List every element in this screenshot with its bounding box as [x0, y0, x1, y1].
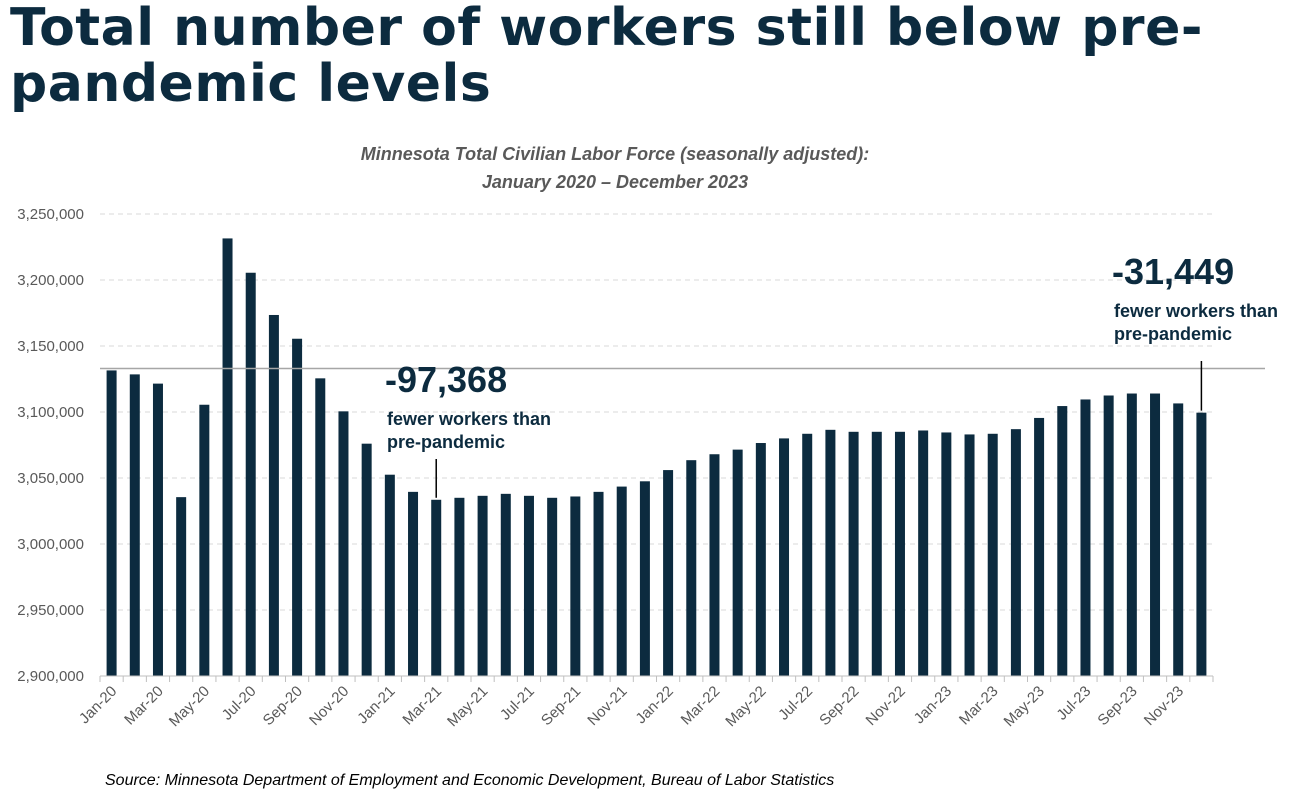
callout-text-line-1: fewer workers than — [1114, 301, 1279, 321]
bar — [222, 238, 233, 677]
x-tick-label: May-23 — [1001, 683, 1048, 730]
x-tick-label: Mar-23 — [956, 683, 1002, 729]
bar — [315, 378, 326, 676]
bar — [245, 272, 256, 676]
callout-value-dec23: -31,449 — [1112, 251, 1235, 292]
bar — [361, 443, 372, 676]
bar — [709, 454, 720, 676]
bar — [732, 449, 743, 676]
gridlines — [100, 213, 1213, 611]
callout-value-mar21: -97,368 — [385, 359, 508, 400]
bar — [848, 431, 859, 676]
bar — [686, 460, 697, 676]
x-tick-label: Jul-21 — [497, 683, 538, 724]
y-tick-label: 3,000,000 — [17, 536, 84, 553]
x-tick-label: May-21 — [444, 683, 491, 730]
bar — [338, 411, 349, 676]
x-tick-label: Mar-20 — [121, 683, 167, 729]
bar — [1196, 412, 1207, 676]
x-tick-label: Nov-21 — [584, 683, 630, 729]
bar — [570, 496, 581, 676]
bar — [292, 338, 303, 676]
bar — [802, 433, 813, 676]
bar — [431, 499, 442, 676]
chart-title-line-2: January 2020 – December 2023 — [481, 172, 749, 192]
bar — [663, 470, 674, 676]
callout-text-line-2: pre-pandemic — [1114, 324, 1233, 344]
y-tick-label: 3,150,000 — [17, 338, 84, 355]
bar — [1057, 406, 1068, 676]
callout-text-mar21: fewer workers than pre-pandemic — [387, 408, 587, 454]
x-tick-label: Mar-21 — [399, 683, 445, 729]
x-tick-label: Nov-23 — [1141, 683, 1187, 729]
bar — [894, 431, 905, 676]
bar — [477, 495, 488, 676]
bar — [199, 404, 210, 676]
bar — [918, 430, 929, 676]
bar — [1173, 403, 1184, 676]
chart-title: Minnesota Total Civilian Labor Force (se… — [290, 140, 940, 196]
x-tick-label: May-20 — [166, 683, 213, 730]
chart-title-line-1: Minnesota Total Civilian Labor Force (se… — [360, 144, 870, 164]
y-tick-label: 3,200,000 — [17, 272, 84, 289]
x-tick-label: Mar-22 — [678, 683, 724, 729]
bar — [987, 433, 998, 676]
bar — [1034, 417, 1045, 676]
x-tick-label: Sep-23 — [1094, 683, 1140, 729]
bar — [639, 481, 650, 676]
bar — [1080, 399, 1091, 676]
y-tick-label: 3,250,000 — [17, 206, 84, 223]
bar — [941, 432, 952, 676]
bars — [106, 238, 1207, 677]
bar — [106, 370, 117, 676]
bar — [1126, 393, 1137, 676]
bar — [1103, 395, 1114, 676]
y-tick-label: 3,100,000 — [17, 404, 84, 421]
y-tick-label: 2,900,000 — [17, 668, 84, 685]
bar — [384, 474, 395, 676]
x-tick-label: Jan-23 — [911, 683, 955, 727]
bar — [755, 443, 766, 676]
x-tick-label: Jan-21 — [354, 683, 398, 727]
bar — [268, 314, 279, 676]
bar — [523, 495, 534, 676]
bar — [1150, 393, 1161, 676]
bar — [1010, 429, 1021, 676]
x-tick-label: Jul-23 — [1053, 683, 1094, 724]
bar — [779, 438, 790, 676]
bar — [547, 497, 558, 676]
callout-text-dec23: fewer workers than pre-pandemic — [1114, 300, 1305, 346]
x-tick-label: Sep-22 — [816, 683, 862, 729]
y-tick-label: 2,950,000 — [17, 602, 84, 619]
bar — [152, 383, 163, 676]
bar — [454, 497, 465, 676]
bar — [871, 431, 882, 676]
bar — [616, 486, 627, 676]
page-headline: Total number of workers still below pre-… — [10, 0, 1203, 114]
x-tick-label: Nov-22 — [863, 683, 909, 729]
x-tick-label: Sep-21 — [538, 683, 584, 729]
bar — [500, 493, 511, 676]
bar — [825, 429, 836, 676]
source-note: Source: Minnesota Department of Employme… — [105, 772, 835, 789]
x-tick-label: Jan-22 — [632, 683, 676, 727]
bar — [176, 497, 187, 676]
x-tick-label: May-22 — [722, 683, 769, 730]
x-tick-label: Jul-20 — [219, 683, 260, 724]
y-tick-label: 3,050,000 — [17, 470, 84, 487]
x-tick-label: Jul-22 — [775, 683, 816, 724]
x-tick-label: Sep-20 — [260, 683, 306, 729]
x-tick-label: Nov-20 — [306, 683, 352, 729]
callout-text-line-1: fewer workers than — [387, 409, 552, 429]
y-axis-ticks: 2,900,000 2,950,000 3,000,000 3,050,000 3,10… — [17, 206, 84, 685]
x-tick-label: Jan-20 — [76, 683, 120, 727]
bar — [408, 491, 419, 676]
bar — [593, 491, 604, 676]
bar — [964, 434, 975, 676]
callout-text-line-2: pre-pandemic — [387, 432, 506, 452]
bar — [129, 374, 140, 676]
